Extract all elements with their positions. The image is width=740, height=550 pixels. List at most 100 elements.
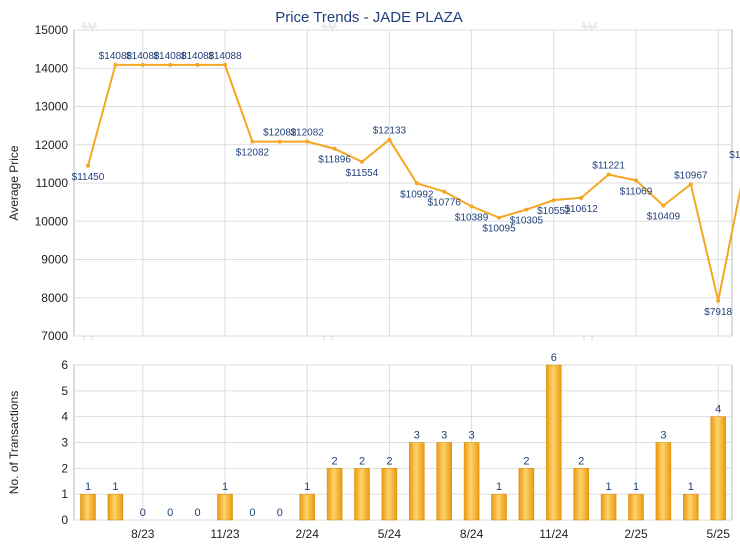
data-label: $14088 bbox=[181, 51, 215, 62]
bar-value-label: 0 bbox=[195, 507, 201, 519]
y-tick-label: 1 bbox=[61, 487, 68, 501]
bar-value-label: 2 bbox=[359, 455, 365, 467]
data-label: $11450 bbox=[72, 172, 105, 183]
bar bbox=[107, 493, 124, 521]
bar-value-label: 1 bbox=[85, 481, 91, 493]
y-tick-label: 3 bbox=[61, 436, 68, 450]
bar bbox=[546, 364, 562, 521]
data-label: $11554 bbox=[346, 168, 379, 179]
data-label: $12082 bbox=[263, 128, 297, 139]
bar bbox=[655, 442, 672, 521]
bar-value-label: 1 bbox=[606, 481, 612, 493]
data-label: $10776 bbox=[428, 198, 462, 209]
data-label: $10305 bbox=[510, 216, 544, 227]
data-label: $10409 bbox=[647, 212, 681, 223]
data-point bbox=[634, 178, 638, 183]
bar bbox=[409, 442, 425, 521]
bar-value-label: 3 bbox=[441, 430, 447, 442]
bar-value-label: 1 bbox=[304, 481, 310, 493]
data-point bbox=[497, 215, 501, 220]
bar-value-label: 6 bbox=[551, 352, 557, 364]
data-point bbox=[223, 62, 227, 67]
bar-value-label: 1 bbox=[633, 481, 639, 493]
data-point bbox=[716, 298, 721, 303]
bar bbox=[80, 493, 96, 521]
data-label: $14088 bbox=[99, 51, 133, 62]
data-point bbox=[305, 139, 310, 144]
data-point bbox=[168, 62, 173, 67]
data-label: $10095 bbox=[482, 224, 516, 235]
data-label: $10612 bbox=[565, 204, 599, 215]
bar-value-label: 1 bbox=[222, 481, 228, 493]
data-point bbox=[524, 207, 529, 212]
data-point bbox=[195, 62, 200, 67]
bar-value-label: 1 bbox=[496, 481, 502, 493]
bar bbox=[436, 442, 452, 521]
data-label: $10389 bbox=[455, 212, 489, 223]
y-tick-label: 0 bbox=[61, 513, 68, 527]
x-tick-label: 8/24 bbox=[460, 527, 484, 541]
data-label: $12082 bbox=[291, 128, 325, 139]
x-tick-label: 5/24 bbox=[378, 527, 402, 541]
bar-value-label: 2 bbox=[578, 455, 584, 467]
y-tick-label: 13000 bbox=[35, 100, 69, 114]
transactions-panel: 0 1 2 3 4 5 6 8/23 11/23 2/24 5/24 8/24 11/24 2/25 5/2… bbox=[7, 352, 733, 541]
x-tick-label: 5/25 bbox=[707, 527, 731, 541]
bar-value-label: 0 bbox=[277, 507, 283, 519]
data-label: $11069 bbox=[620, 186, 653, 197]
bar bbox=[600, 493, 617, 521]
data-point bbox=[442, 189, 447, 194]
bar-value-label: 3 bbox=[660, 430, 666, 442]
bar bbox=[381, 468, 398, 521]
bar bbox=[326, 468, 343, 521]
data-point bbox=[688, 182, 693, 187]
data-point bbox=[332, 146, 337, 151]
bar-value-label: 2 bbox=[523, 455, 529, 467]
data-label: $12082 bbox=[236, 148, 270, 159]
x-tick-label: 11/24 bbox=[539, 527, 568, 541]
data-label: $10552 bbox=[537, 206, 571, 217]
bar-value-label: 0 bbox=[249, 507, 255, 519]
y-tick-label: 11000 bbox=[36, 176, 69, 190]
bar-value-label: 3 bbox=[414, 430, 420, 442]
bar bbox=[518, 468, 535, 521]
bar-value-label: 1 bbox=[688, 481, 694, 493]
y-axis-label: No. of Transactions bbox=[7, 391, 21, 494]
data-point bbox=[250, 139, 255, 144]
y-tick-label: 7000 bbox=[41, 329, 68, 343]
data-point bbox=[661, 203, 666, 208]
data-point bbox=[414, 181, 419, 186]
bar-value-label: 3 bbox=[469, 430, 475, 442]
x-tick-label: 2/25 bbox=[624, 527, 648, 541]
bar bbox=[628, 493, 644, 521]
bar bbox=[491, 493, 507, 521]
data-label: $7918 bbox=[704, 307, 732, 318]
y-tick-label: 8000 bbox=[41, 291, 68, 305]
y-tick-label: 9000 bbox=[41, 253, 68, 267]
bar bbox=[463, 442, 480, 521]
bar-value-label: 4 bbox=[715, 404, 721, 416]
price-panel: 7000 8000 9000 10000 11000 12000 13000 14000 150… bbox=[7, 23, 740, 343]
data-label: $12133 bbox=[373, 126, 407, 137]
data-label: $14088 bbox=[154, 51, 188, 62]
y-tick-label: 6 bbox=[61, 358, 68, 372]
x-tick-label: 8/23 bbox=[131, 527, 155, 541]
bar bbox=[710, 416, 726, 521]
data-point bbox=[140, 62, 145, 67]
data-point bbox=[277, 139, 282, 144]
bar bbox=[217, 493, 233, 521]
bar-value-label: 2 bbox=[332, 455, 338, 467]
data-point bbox=[551, 198, 556, 203]
data-point bbox=[113, 62, 118, 67]
data-point bbox=[606, 172, 611, 177]
data-point bbox=[360, 159, 364, 164]
data-point bbox=[387, 137, 392, 142]
y-tick-label: 10000 bbox=[35, 214, 69, 228]
data-label: $10967 bbox=[674, 170, 708, 181]
data-point bbox=[469, 204, 474, 209]
y-tick-label: 5 bbox=[61, 384, 68, 398]
data-label: $11221 bbox=[592, 161, 625, 172]
bar bbox=[683, 493, 699, 521]
chart-title: Price Trends - JADE PLAZA bbox=[275, 9, 463, 26]
